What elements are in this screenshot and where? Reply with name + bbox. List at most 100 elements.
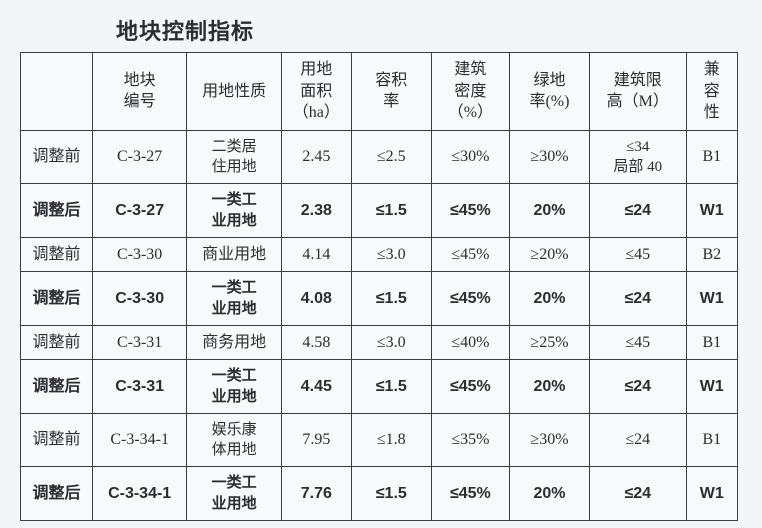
table-row: 调整后C-3-34-1一类工业用地7.76≤1.5≤45%20%≤24W1 [21,467,738,521]
col-header-line: 编号 [95,91,185,113]
cell-r6-c6: ≥30% [509,413,589,467]
col-header-line: 容 [689,81,735,103]
col-header-7: 建筑限高（M） [590,53,687,131]
cell-r5-c6: 20% [509,360,589,414]
cell-line: 一类工 [189,366,279,386]
cell-r5-c5: ≤45% [431,360,509,414]
cell-r5-c2: 一类工业用地 [187,360,282,414]
cell-line: 业用地 [189,299,279,319]
cell-r4-c3: 4.58 [281,325,351,360]
cell-r6-c0: 调整前 [21,413,93,467]
cell-r4-c2: 商务用地 [187,325,282,360]
cell-r2-c5: ≤45% [431,237,509,272]
table-body: 调整前C-3-27二类居住用地2.45≤2.5≤30%≥30%≤34局部 40B… [21,130,738,520]
cell-r7-c8: W1 [686,467,737,521]
cell-r6-c7: ≤24 [590,413,687,467]
cell-r4-c8: B1 [686,325,737,360]
cell-line: ≤34 [592,137,684,157]
table-row: 调整后C-3-31一类工业用地4.45≤1.5≤45%20%≤24W1 [21,360,738,414]
cell-r4-c0: 调整前 [21,325,93,360]
table-row: 调整后C-3-30一类工业用地4.08≤1.5≤45%20%≤24W1 [21,272,738,326]
cell-r1-c4: ≤1.5 [351,184,431,238]
cell-r2-c8: B2 [686,237,737,272]
col-header-line: 用地 [284,59,349,81]
cell-r1-c0: 调整后 [21,184,93,238]
cell-r0-c0: 调整前 [21,130,93,184]
cell-r4-c1: C-3-31 [92,325,187,360]
col-header-line: 高（M） [592,91,684,113]
col-header-line: 率 [354,91,429,113]
cell-r0-c4: ≤2.5 [351,130,431,184]
cell-r5-c8: W1 [686,360,737,414]
cell-r4-c7: ≤45 [590,325,687,360]
cell-r2-c2: 商业用地 [187,237,282,272]
cell-r7-c0: 调整后 [21,467,93,521]
cell-r0-c2: 二类居住用地 [187,130,282,184]
cell-line: 业用地 [189,211,279,231]
cell-r6-c8: B1 [686,413,737,467]
cell-r3-c1: C-3-30 [92,272,187,326]
cell-line: 二类居 [189,137,279,157]
cell-r5-c1: C-3-31 [92,360,187,414]
cell-line: 一类工 [189,473,279,493]
cell-r7-c6: 20% [509,467,589,521]
cell-r1-c8: W1 [686,184,737,238]
col-header-line: 地块 [95,70,185,92]
cell-r1-c5: ≤45% [431,184,509,238]
cell-line: 娱乐康 [189,420,279,440]
cell-r3-c2: 一类工业用地 [187,272,282,326]
cell-r7-c1: C-3-34-1 [92,467,187,521]
col-header-5: 建筑密度（%） [431,53,509,131]
cell-r1-c3: 2.38 [281,184,351,238]
col-header-3: 用地面积（ha） [281,53,351,131]
cell-r5-c7: ≤24 [590,360,687,414]
col-header-line: （ha） [284,102,349,124]
cell-r1-c6: 20% [509,184,589,238]
cell-r5-c3: 4.45 [281,360,351,414]
col-header-6: 绿地率(%) [509,53,589,131]
col-header-2: 用地性质 [187,53,282,131]
cell-line: 住用地 [189,157,279,177]
table-row: 调整前C-3-27二类居住用地2.45≤2.5≤30%≥30%≤34局部 40B… [21,130,738,184]
col-header-4: 容积率 [351,53,431,131]
cell-line: 业用地 [189,494,279,514]
cell-r2-c6: ≥20% [509,237,589,272]
page: 地块控制指标 地块编号用地性质用地面积（ha）容积率建筑密度（%）绿地率(%)建… [0,0,762,528]
cell-r2-c0: 调整前 [21,237,93,272]
cell-r6-c5: ≤35% [431,413,509,467]
table-head: 地块编号用地性质用地面积（ha）容积率建筑密度（%）绿地率(%)建筑限高（M）兼… [21,53,738,131]
col-header-8: 兼容性 [686,53,737,131]
cell-r2-c7: ≤45 [590,237,687,272]
cell-r3-c6: 20% [509,272,589,326]
cell-line: 一类工 [189,190,279,210]
col-header-line: 建筑 [434,59,507,81]
cell-r0-c7: ≤34局部 40 [590,130,687,184]
cell-r3-c5: ≤45% [431,272,509,326]
cell-line: 一类工 [189,278,279,298]
cell-r2-c1: C-3-30 [92,237,187,272]
table-row: 调整前C-3-34-1娱乐康体用地7.95≤1.8≤35%≥30%≤24B1 [21,413,738,467]
col-header-1: 地块编号 [92,53,187,131]
col-header-line: 用地性质 [189,81,279,103]
table-row: 调整前C-3-31商务用地4.58≤3.0≤40%≥25%≤45B1 [21,325,738,360]
cell-r0-c8: B1 [686,130,737,184]
cell-r3-c0: 调整后 [21,272,93,326]
cell-line: 业用地 [189,387,279,407]
col-header-line: 容积 [354,70,429,92]
col-header-line: 性 [689,102,735,124]
cell-r6-c3: 7.95 [281,413,351,467]
cell-r3-c4: ≤1.5 [351,272,431,326]
table-row: 调整前C-3-30商业用地4.14≤3.0≤45%≥20%≤45B2 [21,237,738,272]
col-header-0 [21,53,93,131]
table-row: 调整后C-3-27一类工业用地2.38≤1.5≤45%20%≤24W1 [21,184,738,238]
col-header-line: 建筑限 [592,70,684,92]
cell-r6-c4: ≤1.8 [351,413,431,467]
cell-r2-c4: ≤3.0 [351,237,431,272]
cell-r5-c0: 调整后 [21,360,93,414]
table-title: 地块控制指标 [116,14,742,46]
col-header-line: 面积 [284,81,349,103]
cell-r7-c3: 7.76 [281,467,351,521]
col-header-line: 率(%) [512,91,587,113]
col-header-line: 兼 [689,59,735,81]
col-header-line: （%） [434,102,507,124]
